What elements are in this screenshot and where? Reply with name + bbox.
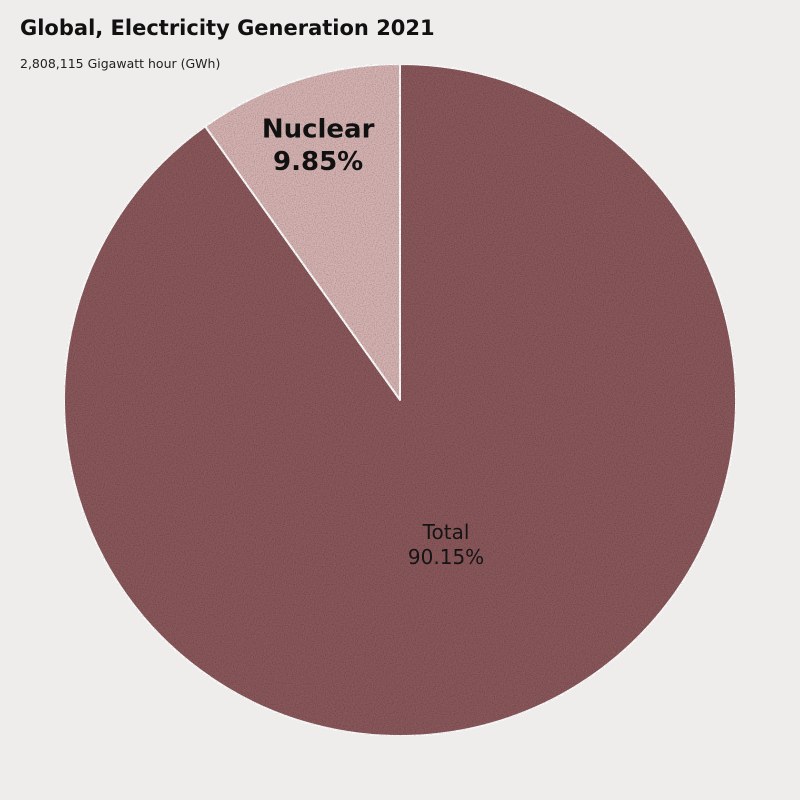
slice-value-total: 90.15% xyxy=(408,545,484,569)
slice-name-total: Total xyxy=(422,520,470,544)
slice-value-nuclear: 9.85% xyxy=(273,147,363,177)
pie-slice-nuclear xyxy=(204,63,401,401)
chart-title: Global, Electricity Generation 2021 xyxy=(20,16,435,40)
chart-subtitle: 2,808,115 Gigawatt hour (GWh) xyxy=(20,56,221,71)
slice-name-nuclear: Nuclear xyxy=(262,114,375,144)
pie-slice-total xyxy=(63,63,737,737)
pie-slices xyxy=(63,63,737,737)
